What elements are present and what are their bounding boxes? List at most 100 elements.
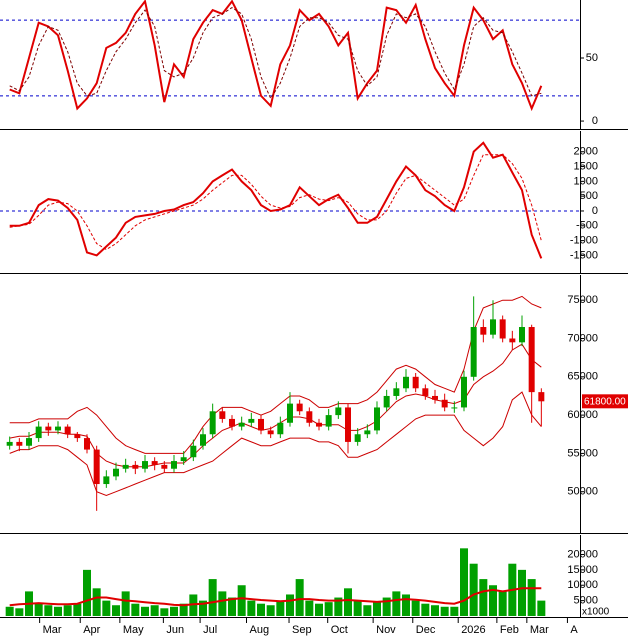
volume-bar xyxy=(527,579,536,616)
candle-body xyxy=(74,434,81,439)
candle-body xyxy=(45,426,52,431)
volume-bar xyxy=(324,602,333,616)
candle-body xyxy=(35,426,42,439)
candle-body xyxy=(219,411,226,419)
volume-bar xyxy=(295,579,304,616)
candle-body xyxy=(383,395,390,408)
volume-bar xyxy=(218,591,227,616)
volume-bar xyxy=(353,600,362,616)
volume-bar xyxy=(518,569,526,616)
volume-bar xyxy=(15,608,24,616)
candle-body xyxy=(403,376,409,389)
volume-bar xyxy=(247,600,256,616)
y-tick-label: 1500 xyxy=(574,160,598,172)
candle-body xyxy=(306,411,313,423)
candle-body xyxy=(528,327,535,393)
candle-body xyxy=(451,407,458,409)
candle-body xyxy=(142,461,148,469)
candle-body xyxy=(470,327,477,377)
volume-average-line xyxy=(9,587,542,607)
volume-bar xyxy=(228,597,236,616)
candle-body xyxy=(432,395,438,400)
volume-bar xyxy=(363,605,372,616)
volume-bar xyxy=(392,591,401,616)
x-tick-label: Feb xyxy=(500,624,519,636)
candle-body xyxy=(248,418,255,423)
x-tick-label: A xyxy=(570,624,578,636)
volume-bar xyxy=(102,600,111,616)
volume-bar xyxy=(5,606,14,616)
candle-body xyxy=(538,392,545,402)
y-tick-label: 0 xyxy=(592,115,598,127)
volume-bar xyxy=(34,603,43,616)
volume-bar xyxy=(440,606,449,616)
candle-body xyxy=(16,441,23,446)
y-tick-label: 1000 xyxy=(574,175,598,187)
volume-bar xyxy=(421,603,430,616)
volume-bar xyxy=(460,548,468,616)
candle-body xyxy=(238,422,245,427)
candle-body xyxy=(519,327,525,343)
volume-bar xyxy=(112,605,120,616)
candle-body xyxy=(132,464,139,469)
candle-body xyxy=(84,438,90,450)
volume-bar xyxy=(150,605,159,616)
candle-body xyxy=(393,388,400,396)
candle-body xyxy=(441,399,448,408)
indicator-line xyxy=(9,154,542,251)
candle-body xyxy=(171,461,177,469)
candle-body xyxy=(296,403,303,412)
y-tick-label: 0 xyxy=(592,205,598,217)
y-tick-label: 70000 xyxy=(567,332,598,344)
candle-body xyxy=(122,464,129,469)
volume-bar xyxy=(179,603,188,616)
price-label-box xyxy=(582,394,628,409)
y-tick-label: 50000 xyxy=(567,486,598,498)
volume-bar xyxy=(121,591,130,616)
y-tick-label: 20000 xyxy=(567,548,598,560)
volume-bar xyxy=(402,594,410,616)
y-tick-label: -1000 xyxy=(570,235,598,247)
candle-body xyxy=(316,422,322,427)
volume-bar xyxy=(266,605,275,616)
x-tick-label: Nov xyxy=(376,624,396,636)
candle-body xyxy=(229,418,235,427)
candle-body xyxy=(267,430,274,435)
candle-body xyxy=(354,434,361,442)
volume-bar xyxy=(83,569,91,616)
volume-bar xyxy=(199,600,207,616)
candle-body xyxy=(209,411,216,435)
candle-body xyxy=(55,426,61,431)
volume-bar xyxy=(334,597,343,616)
candle-body xyxy=(364,430,371,435)
volume-bar xyxy=(315,603,323,616)
candle-body xyxy=(287,403,293,423)
candle-body xyxy=(64,426,71,435)
candle-body xyxy=(335,407,342,416)
x-tick-label: Mar xyxy=(43,624,62,636)
candle-body xyxy=(113,468,119,477)
indicator-line xyxy=(9,7,542,100)
volume-bar xyxy=(479,579,488,616)
x-tick-label: 2026 xyxy=(461,624,485,636)
band-line xyxy=(9,391,542,497)
volume-bar xyxy=(382,597,391,616)
band-line xyxy=(9,295,542,454)
x-tick-label: Oct xyxy=(331,624,348,636)
candle-body xyxy=(258,418,264,431)
y-tick-label: 2000 xyxy=(574,146,598,158)
candle-body xyxy=(151,461,158,465)
candle-body xyxy=(499,319,506,339)
candle-body xyxy=(26,438,32,446)
volume-bar xyxy=(344,588,352,616)
x-tick-label: May xyxy=(123,624,144,636)
volume-bar xyxy=(257,603,265,616)
x-tick-label: Aug xyxy=(250,624,270,636)
candle-body xyxy=(509,338,516,343)
candle-body xyxy=(93,449,100,485)
candle-body xyxy=(345,407,351,442)
y-tick-label: 15000 xyxy=(567,564,598,576)
candle-body xyxy=(190,445,197,458)
y-tick-label: -1500 xyxy=(570,249,598,261)
x-tick-label: Mar xyxy=(530,624,549,636)
